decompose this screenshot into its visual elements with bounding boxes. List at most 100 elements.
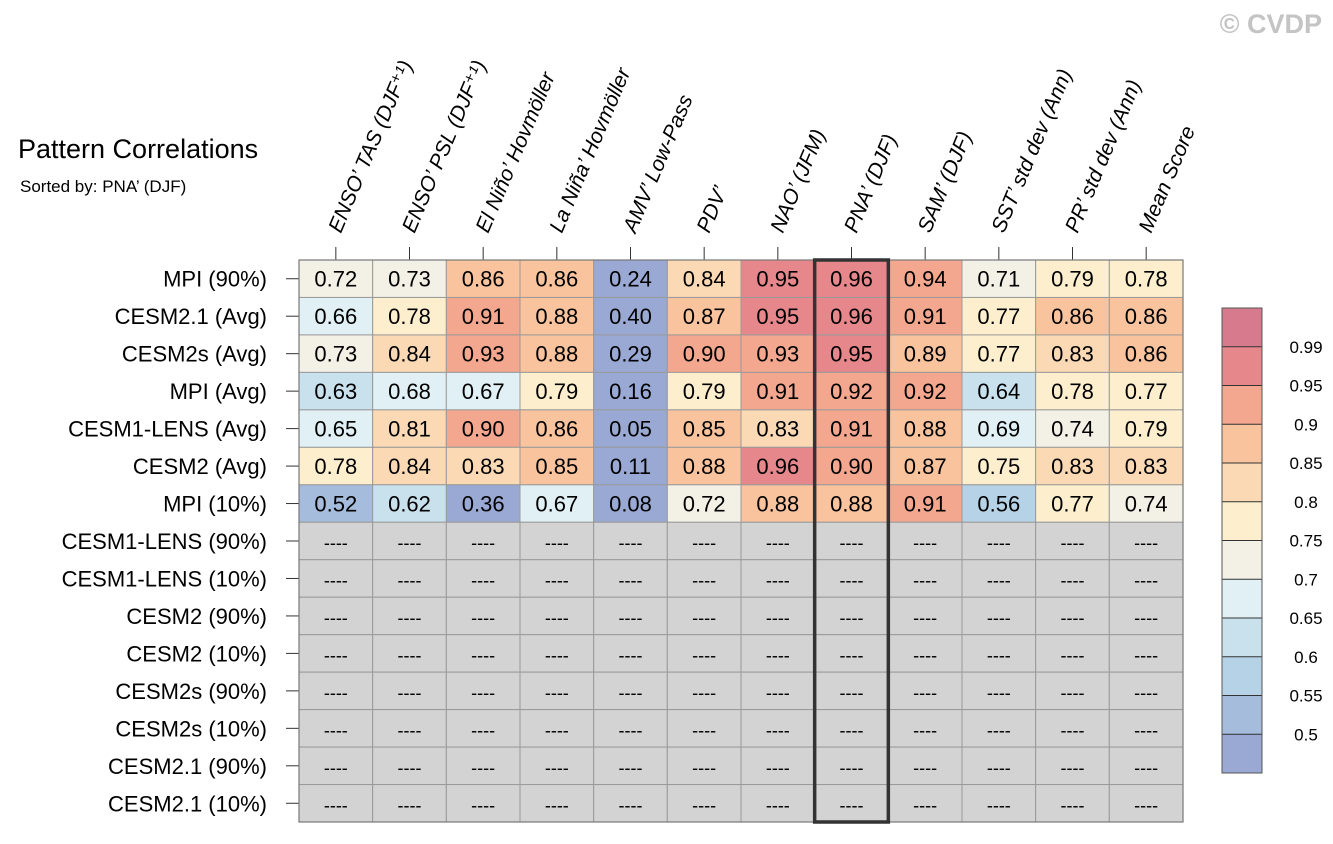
heatmap-cell [1035,371,1110,411]
cell-value: ---- [692,645,716,665]
cell-value: ---- [324,758,348,778]
cell-value: 0.56 [977,492,1020,517]
heatmap-cell [1108,296,1184,336]
heatmap-cell [666,784,742,823]
heatmap-cell [593,634,668,673]
cell-value: 0.88 [904,417,947,442]
heatmap-cell [887,671,963,711]
cell-value: ---- [987,758,1011,778]
cell-value: ---- [840,570,864,590]
colorbar: 0.99 0.95 0.9 0.85 0.8 0.75 0.7 0.65 0.6 0.55 0.5 [1221,307,1323,774]
cell-value: ---- [766,608,790,628]
column-label: PR’ std dev (Ann) [1061,77,1146,236]
heatmap-cell [814,259,889,298]
colorbar-tick-label: 0.99 [1289,338,1322,357]
cell-value: ---- [1061,570,1085,590]
heatmap-cell [519,334,595,373]
row-label: CESM2s (10%) [115,716,267,741]
cell-value: 0.69 [977,417,1020,442]
cell-value: ---- [987,533,1011,553]
heatmap-cell [666,746,742,786]
heatmap-cell [740,596,816,636]
cell-value: ---- [840,683,864,703]
row-label: MPI (10%) [163,492,267,517]
cell-value: 0.93 [756,342,799,367]
heatmap-cell [961,596,1037,636]
colorbar-tick-label: 0.55 [1289,687,1322,706]
cell-value: ---- [1061,758,1085,778]
heatmap-cell [298,784,374,823]
cell-value: ---- [1061,645,1085,665]
column-labels: ENSO’ TAS (DJF⁺¹)ENSO’ PSL (DJF⁺¹)El Niñ… [324,57,1200,260]
heatmap-cell [814,709,889,748]
colorbar-segment [1222,618,1262,657]
cell-value: ---- [619,645,643,665]
cell-value: ---- [692,608,716,628]
heatmap-cell [593,709,668,748]
heatmap-cell [593,671,668,711]
heatmap-cell [1108,409,1184,448]
heatmap-cell [961,746,1037,786]
heatmap-cell [1108,259,1184,298]
cell-value: 0.86 [1125,342,1168,367]
row-label: CESM1-LENS (90%) [62,529,267,554]
cell-value: 0.83 [1125,454,1168,479]
cell-value: ---- [1061,720,1085,740]
colorbar-segment [1222,540,1262,580]
cell-value: ---- [324,608,348,628]
heatmap-cell [298,409,374,448]
heatmap-cell [887,709,963,748]
column-label: Mean Score [1135,123,1200,236]
row-label: CESM2 (90%) [126,604,267,629]
cell-value: 0.67 [535,492,578,517]
cell-value: 0.93 [462,342,505,367]
heatmap-cell [887,446,963,486]
heatmap-cell [961,296,1037,336]
cell-value: 0.88 [830,492,873,517]
row-label: CESM2 (Avg) [133,454,267,479]
sorted-column-highlight [812,258,891,824]
cell-value: 0.67 [462,379,505,404]
column-label: SAM’ (DJF) [914,128,977,236]
cell-value: ---- [324,570,348,590]
cell-value: ---- [692,795,716,815]
cell-value: 0.88 [535,304,578,329]
colorbar-tick-label: 0.65 [1289,609,1322,628]
cell-value: 0.91 [904,304,947,329]
row-label: CESM2 (10%) [126,641,267,666]
cell-value: 0.84 [388,454,431,479]
cell-value: ---- [840,645,864,665]
cell-value: ---- [913,533,937,553]
cell-value: ---- [913,720,937,740]
heatmap-cell [372,596,447,636]
heatmap-cell [593,484,668,523]
cell-value: ---- [913,645,937,665]
cell-value: 0.83 [756,417,799,442]
heatmap-cell [372,634,447,673]
cell-value: ---- [619,608,643,628]
cell-value: 0.36 [462,492,505,517]
colorbar-tick-label: 0.5 [1294,725,1318,744]
cell-value: ---- [1134,608,1158,628]
cell-value: ---- [987,683,1011,703]
cell-value: 0.73 [388,267,431,292]
cell-value: ---- [692,533,716,553]
cell-value: 0.88 [756,492,799,517]
heatmap-cell [519,259,595,298]
heatmap-cell [445,446,521,486]
cell-value: 0.65 [314,417,357,442]
cell-value: ---- [1061,533,1085,553]
row-label: CESM2.1 (10%) [108,791,267,816]
cell-value: 0.84 [388,342,431,367]
cell-value: 0.74 [1051,417,1094,442]
heatmap-cell [1035,784,1110,823]
cell-value: ---- [324,645,348,665]
heatmap-cell [1035,634,1110,673]
cell-value: 0.77 [977,342,1020,367]
heatmap-cell [961,446,1037,486]
cell-value: ---- [471,533,495,553]
column-label: El Niño’ Hovmöller [472,68,561,236]
cell-value: 0.78 [1125,267,1168,292]
cell-value: ---- [987,795,1011,815]
cell-value: 0.11 [610,454,651,479]
